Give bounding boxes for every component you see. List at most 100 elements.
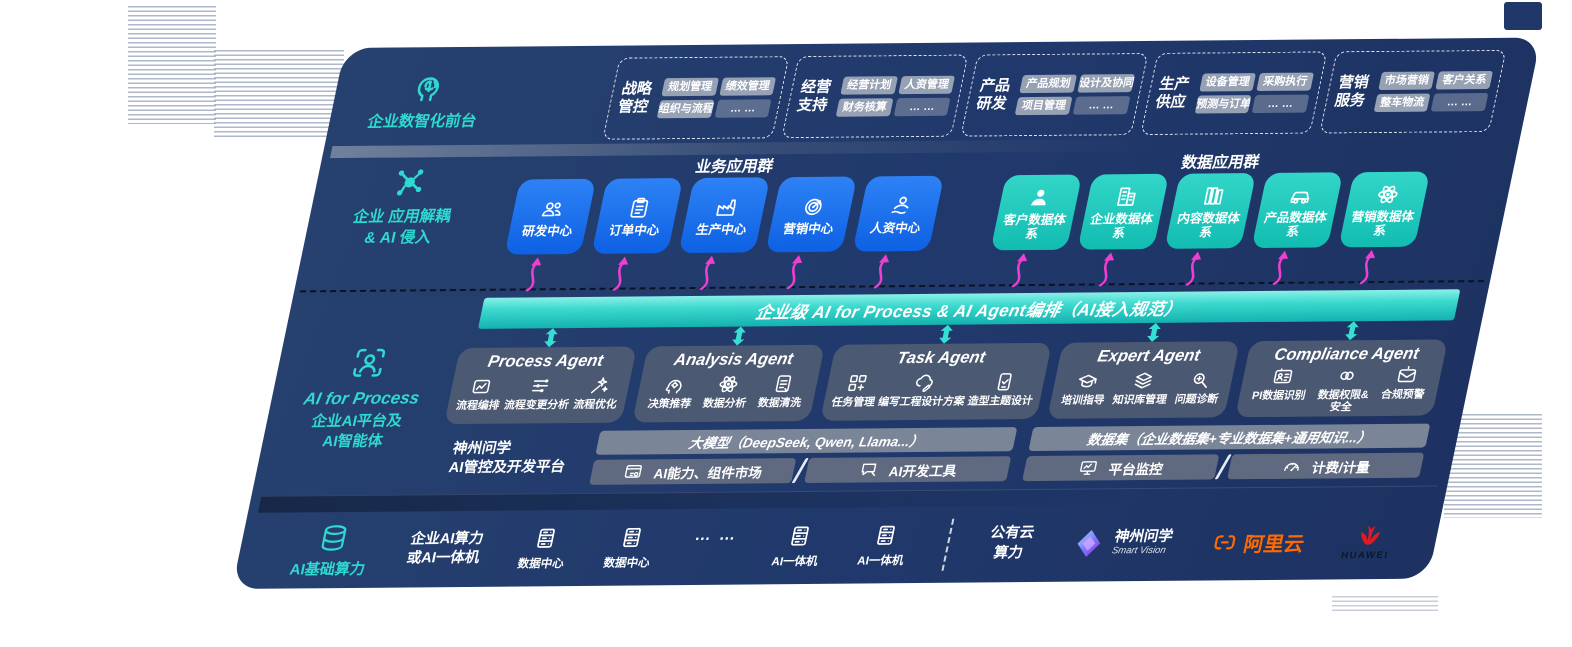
vertical-dashed-divider bbox=[941, 518, 954, 571]
tile-label: 营销数据体系 bbox=[1350, 209, 1416, 238]
tile-label: 客户数据体系 bbox=[1002, 212, 1068, 241]
feature-label: 数据清洗 bbox=[756, 397, 803, 410]
feature: 知识库管理 bbox=[1110, 369, 1173, 413]
feature: 流程变更分析 bbox=[501, 374, 575, 418]
smartvision-diamond-icon bbox=[1068, 526, 1109, 560]
glitch-stripes-right bbox=[1444, 414, 1542, 518]
tile-label: 产品数据体系 bbox=[1263, 209, 1329, 239]
feature: 培训指导 bbox=[1059, 369, 1111, 412]
front-office-group-production: 生产供应 设备管理 采购执行 预测与订单 … … bbox=[1139, 51, 1328, 136]
feature: 问题诊断 bbox=[1172, 368, 1224, 411]
tile-label: 研发中心 bbox=[520, 223, 574, 238]
glitch-stripes-top-left bbox=[128, 6, 216, 124]
cell-label: 计费/计量 bbox=[1310, 459, 1372, 476]
spark-icon bbox=[585, 374, 613, 397]
chip-more: … … bbox=[1072, 96, 1131, 115]
group-title: 战略管控 bbox=[616, 80, 654, 116]
smartvision-sub: Smart Vision bbox=[1110, 544, 1167, 557]
task-grid-icon bbox=[843, 371, 871, 394]
feature-label: 数据权限& 安全 bbox=[1316, 389, 1370, 414]
server-icon bbox=[784, 523, 815, 549]
feature: 合规预警 bbox=[1377, 364, 1430, 414]
tile-label: 营销中心 bbox=[781, 221, 835, 236]
feature: 数据分析 bbox=[700, 372, 752, 415]
app-layer-title: 企业 应用解耦 & AI 侵入 bbox=[351, 208, 453, 247]
molecule-icon bbox=[386, 163, 432, 201]
mail-alert-icon bbox=[1393, 364, 1421, 387]
aliyun-bracket-icon bbox=[1209, 531, 1242, 553]
chat-tool-icon bbox=[856, 459, 881, 480]
huawei-name: HUAWEI bbox=[1340, 549, 1390, 561]
feature: 造型主题设计 bbox=[965, 370, 1039, 414]
tile-product-data: 产品数据体系 bbox=[1251, 172, 1344, 285]
feature-label: PI数据识别 bbox=[1250, 389, 1307, 403]
atom-icon bbox=[715, 373, 743, 396]
compute-badge: AI基础算力 bbox=[288, 521, 375, 579]
tile-production-center: 生产中心 bbox=[678, 177, 771, 290]
chip: 设备管理 bbox=[1198, 73, 1257, 92]
front-office-title: 企业数智化前台 bbox=[365, 112, 479, 131]
chip: 规划管理 bbox=[661, 77, 719, 97]
corner-block bbox=[1504, 2, 1542, 30]
feature-label: 决策推荐 bbox=[646, 397, 693, 411]
target-icon bbox=[798, 193, 828, 218]
front-office-group-product: 产品研发 产品规划 设计及协同 项目管理 … … bbox=[960, 52, 1149, 137]
billing-metering-cell: 计费/计量 bbox=[1227, 452, 1425, 480]
chip-more: … … bbox=[893, 97, 951, 117]
factory-icon bbox=[711, 194, 741, 219]
feature: 任务管理 bbox=[829, 371, 881, 414]
agent-expert: Expert Agent 培训指导 知识库管理 问题诊断 bbox=[1047, 322, 1241, 419]
chip: 人资管理 bbox=[898, 75, 956, 95]
chip: 财务核算 bbox=[835, 98, 894, 117]
clipboard-icon bbox=[624, 195, 654, 220]
agent-name: Expert Agent bbox=[1095, 346, 1202, 366]
front-office-layer: 企业数智化前台 战略管控 规划管理 绩效管理 组织与流程 … … 经营支持 经营… bbox=[324, 46, 1539, 147]
feature-label: 编写工程设计方案 bbox=[876, 395, 966, 409]
double-arrow-icon bbox=[731, 326, 746, 346]
feature-label: 知识库管理 bbox=[1111, 393, 1168, 407]
agent-analysis: Analysis Agent 决策推荐 数据分析 数据清洗 bbox=[632, 326, 826, 423]
app-layer: 企业 应用解耦 & AI 侵入 业务应用群 研发中心 订单中心 bbox=[301, 148, 1517, 292]
datacenter-node: 数据中心 bbox=[602, 524, 658, 570]
server-icon bbox=[530, 525, 561, 551]
public-cloud-label: 公有云 算力 bbox=[988, 525, 1036, 562]
flow-arrow-icon bbox=[1359, 250, 1376, 285]
dev-platform-row: 神州问学 AI管控及开发平台 大模型（DeepSeek, Qwen, Llama… bbox=[445, 423, 1431, 487]
group-title: 生产供应 bbox=[1153, 75, 1192, 111]
books-icon bbox=[1198, 183, 1228, 208]
onprem-compute-label: 企业AI算力 或AI一体机 bbox=[405, 530, 485, 567]
agent-name: Compliance Agent bbox=[1272, 344, 1421, 364]
feature: 流程编排 bbox=[454, 375, 506, 418]
compute-layer: AI基础算力 企业AI算力 或AI一体机 数据中心 数据中心 … … AI一体机 … bbox=[232, 502, 1443, 587]
feature-label: 流程优化 bbox=[572, 398, 618, 412]
chip-more: … … bbox=[714, 99, 772, 118]
compute-label: AI基础算力 bbox=[288, 560, 367, 579]
flow-arrow-icon bbox=[1185, 251, 1202, 286]
ai-dev-tools-cell: AI开发工具 bbox=[804, 456, 1012, 484]
node-label: AI一体机 bbox=[770, 555, 819, 569]
feature: 决策推荐 bbox=[645, 373, 697, 416]
agent-compliance: Compliance Agent PI数据识别 数据权限& 安全 合规预警 bbox=[1235, 321, 1448, 418]
ai-orchestration-band: 企业级 AI for Process & AI Agent编排（AI接入规范） bbox=[477, 289, 1461, 329]
feature: 流程优化 bbox=[571, 374, 623, 417]
tile-customer-data: 客户数据体系 bbox=[990, 174, 1083, 288]
building-icon bbox=[1111, 184, 1141, 209]
chip: 组织与流程 bbox=[656, 99, 715, 119]
chip: 整车物流 bbox=[1373, 93, 1431, 113]
front-office-group-strategy: 战略管控 规划管理 绩效管理 组织与流程 … … bbox=[602, 56, 790, 140]
architecture-panel: 企业数智化前台 战略管控 规划管理 绩效管理 组织与流程 … … 经营支持 经营… bbox=[231, 37, 1541, 590]
double-arrow-icon bbox=[543, 328, 558, 348]
huawei-logo: HUAWEI bbox=[1340, 521, 1396, 561]
server-icon bbox=[616, 524, 647, 550]
chip: 经营计划 bbox=[840, 76, 898, 95]
diagnose-icon bbox=[1187, 368, 1215, 391]
chip: 设计及协同 bbox=[1077, 74, 1135, 93]
person-icon bbox=[1024, 184, 1054, 209]
aliyun-name: 阿里云 bbox=[1241, 533, 1307, 556]
flow-arrow-icon bbox=[1011, 253, 1028, 288]
link-rings-icon bbox=[1333, 364, 1361, 387]
data-app-group: 数据应用群 客户数据体系 企业数据体系 bbox=[990, 148, 1434, 288]
tablet-check-icon bbox=[990, 370, 1018, 393]
glitch-stripes-left bbox=[214, 50, 344, 140]
